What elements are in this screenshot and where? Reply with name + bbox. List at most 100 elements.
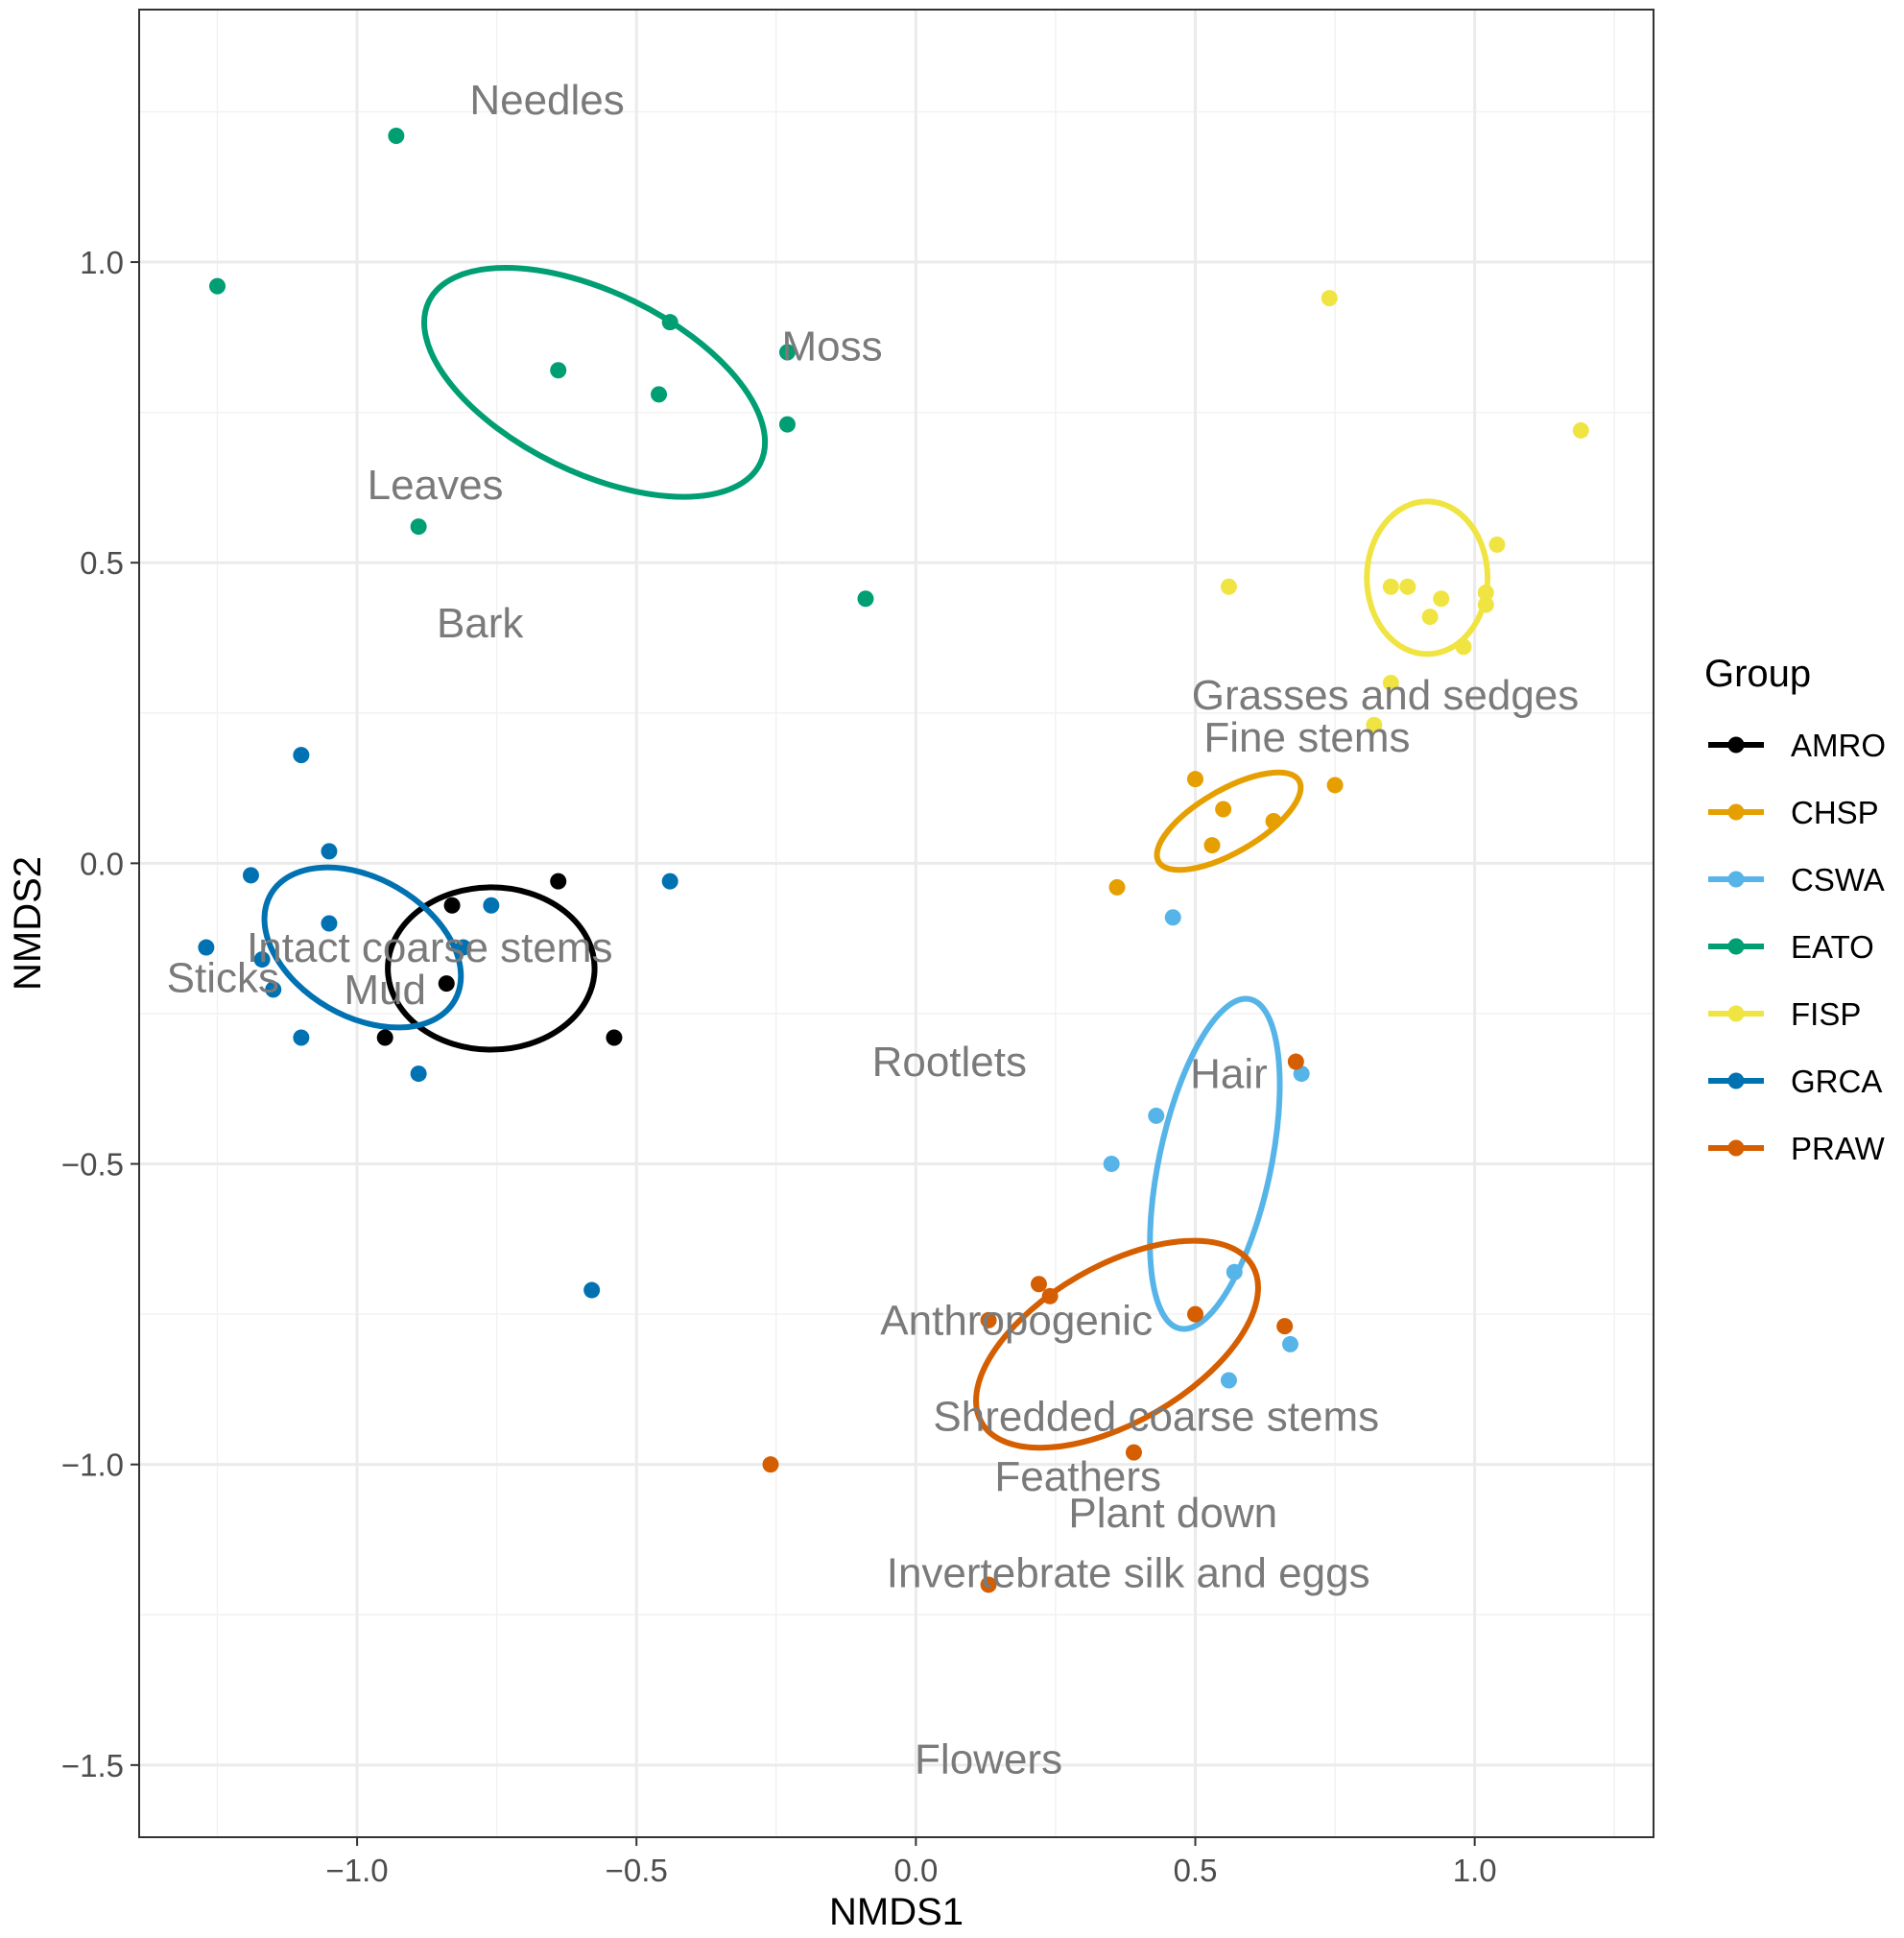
variable-label: Anthropogenic bbox=[880, 1297, 1153, 1344]
ellipse-cswa bbox=[1147, 995, 1283, 1332]
point-grca bbox=[661, 873, 678, 890]
ellipse-eato bbox=[421, 265, 769, 500]
y-tick-label: −1.0 bbox=[61, 1448, 124, 1483]
point-fisp bbox=[1382, 674, 1399, 691]
point-grca bbox=[198, 939, 215, 956]
point-eato bbox=[857, 590, 874, 608]
point-cswa bbox=[1148, 1107, 1165, 1124]
point-amro bbox=[606, 1029, 623, 1046]
variable-label: Fine stems bbox=[1203, 714, 1410, 761]
y-tick-label: −1.5 bbox=[61, 1748, 124, 1783]
point-praw bbox=[1276, 1318, 1294, 1335]
point-grca bbox=[293, 747, 310, 764]
ellipse-fisp bbox=[1364, 498, 1491, 658]
ellipse-amro bbox=[385, 884, 598, 1053]
point-eato bbox=[388, 128, 405, 145]
point-grca bbox=[321, 843, 338, 860]
x-tick-label: 0.5 bbox=[1174, 1853, 1218, 1888]
point-eato bbox=[651, 386, 668, 403]
variable-label: Invertebrate silk and eggs bbox=[887, 1549, 1370, 1596]
y-axis-title: NMDS2 bbox=[7, 856, 49, 991]
point-praw bbox=[1041, 1287, 1059, 1304]
point-fisp bbox=[1455, 638, 1472, 656]
legend-title: Group bbox=[1704, 653, 1811, 695]
point-fisp bbox=[1321, 290, 1338, 307]
panel-border bbox=[138, 9, 1654, 1838]
grid-lines bbox=[139, 10, 1654, 1837]
legend-label: EATO bbox=[1791, 929, 1874, 965]
point-grca bbox=[455, 939, 472, 956]
variable-label: Feathers bbox=[994, 1453, 1161, 1500]
point-praw bbox=[980, 1311, 997, 1328]
point-grca bbox=[483, 897, 500, 914]
variable-label: Leaves bbox=[368, 462, 504, 509]
legend: Group AMRO CHSP CSWA EATO FISP GRCA PRAW bbox=[1704, 653, 1886, 1166]
legend-label: GRCA bbox=[1791, 1064, 1882, 1099]
point-amro bbox=[443, 897, 461, 914]
variable-label: Intact coarse stems bbox=[247, 924, 612, 971]
legend-key-point bbox=[1727, 871, 1745, 888]
y-tick-label: −0.5 bbox=[61, 1147, 124, 1183]
variable-label: Needles bbox=[469, 77, 624, 124]
panel-background bbox=[139, 10, 1654, 1837]
variable-label: Sticks bbox=[167, 954, 279, 1001]
x-tick-label: 0.0 bbox=[893, 1853, 938, 1888]
point-eato bbox=[410, 518, 427, 536]
point-eato bbox=[661, 314, 678, 331]
point-grca bbox=[321, 915, 338, 932]
point-fisp bbox=[1433, 590, 1450, 608]
point-fisp bbox=[1572, 421, 1589, 439]
legend-label: AMRO bbox=[1791, 728, 1886, 763]
point-fisp bbox=[1477, 585, 1494, 602]
point-chsp bbox=[1108, 878, 1126, 896]
legend-key-point bbox=[1727, 1072, 1745, 1089]
y-axis-ticks: −1.5 −1.0 −0.5 0.0 0.5 1.0 bbox=[61, 245, 139, 1783]
variable-label: Shredded coarse stems bbox=[933, 1394, 1379, 1441]
variable-label: Flowers bbox=[915, 1736, 1062, 1783]
point-fisp bbox=[1421, 609, 1439, 626]
point-fisp bbox=[1477, 596, 1494, 613]
legend-label: CSWA bbox=[1791, 862, 1885, 897]
point-cswa bbox=[1103, 1156, 1120, 1173]
point-grca bbox=[242, 867, 259, 884]
point-eato bbox=[778, 416, 796, 433]
x-tick-label: −1.0 bbox=[326, 1853, 389, 1888]
point-fisp bbox=[1488, 536, 1506, 553]
point-grca bbox=[253, 951, 271, 969]
point-praw bbox=[1125, 1444, 1142, 1461]
point-praw bbox=[1287, 1053, 1304, 1070]
point-cswa bbox=[1226, 1263, 1243, 1280]
x-axis-title: NMDS1 bbox=[829, 1891, 964, 1933]
point-eato bbox=[778, 344, 796, 361]
data-points bbox=[198, 128, 1589, 1593]
y-tick-label: 0.0 bbox=[80, 846, 124, 881]
variable-label: Hair bbox=[1190, 1051, 1268, 1098]
point-eato bbox=[550, 362, 567, 379]
legend-key-point bbox=[1727, 803, 1745, 821]
point-praw bbox=[1030, 1276, 1047, 1293]
point-amro bbox=[376, 1029, 393, 1046]
point-chsp bbox=[1326, 777, 1344, 794]
point-cswa bbox=[1220, 1372, 1237, 1389]
group-ellipses bbox=[261, 265, 1491, 1451]
ellipse-praw bbox=[973, 1237, 1261, 1451]
x-axis-ticks: −1.0 −0.5 0.0 0.5 1.0 bbox=[326, 1837, 1497, 1888]
point-cswa bbox=[1282, 1335, 1299, 1352]
point-fisp bbox=[1366, 716, 1383, 733]
legend-key-point bbox=[1727, 938, 1745, 955]
point-praw bbox=[1187, 1305, 1204, 1323]
point-fisp bbox=[1220, 578, 1237, 595]
point-grca bbox=[265, 981, 282, 998]
ellipse-chsp bbox=[1154, 769, 1304, 873]
x-tick-label: 1.0 bbox=[1453, 1853, 1497, 1888]
point-amro bbox=[550, 873, 567, 890]
point-praw bbox=[762, 1456, 779, 1473]
point-amro bbox=[438, 975, 455, 993]
point-fisp bbox=[1399, 578, 1416, 595]
ellipse-grca bbox=[261, 864, 464, 1031]
legend-label: PRAW bbox=[1791, 1131, 1886, 1166]
x-tick-label: −0.5 bbox=[606, 1853, 668, 1888]
variable-label: Moss bbox=[781, 323, 882, 371]
